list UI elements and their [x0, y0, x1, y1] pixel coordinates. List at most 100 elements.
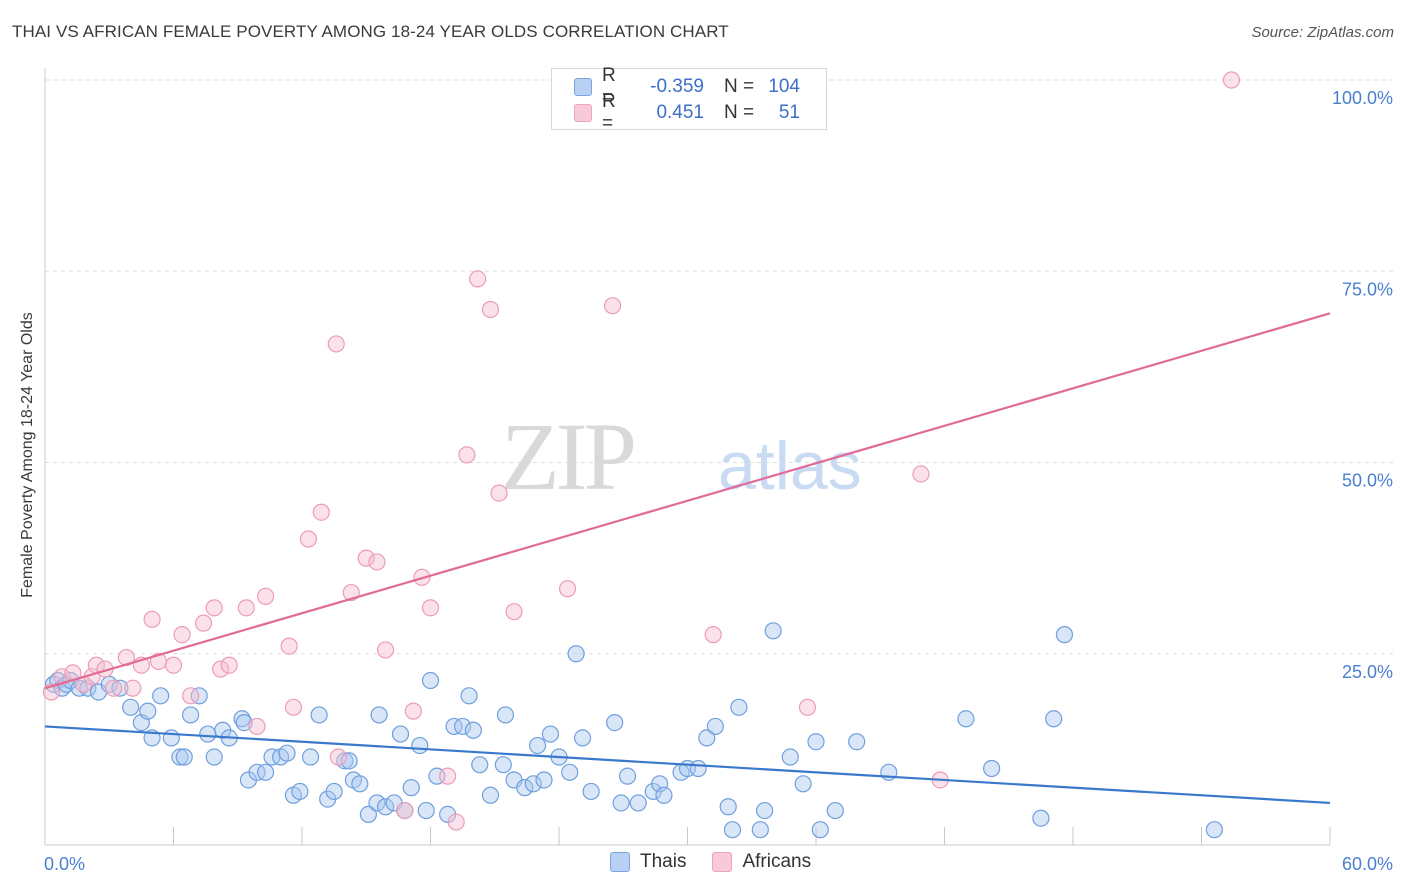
chart-title: THAI VS AFRICAN FEMALE POVERTY AMONG 18-… [12, 22, 729, 41]
thai-point [794, 775, 812, 793]
series-legend: Thais Africans [610, 851, 837, 873]
thai-trend-line [44, 725, 1331, 805]
african-point [481, 300, 500, 319]
watermark: ZIP atlas [501, 403, 862, 510]
african-point [458, 446, 476, 464]
african-point [53, 668, 71, 686]
thai-point [417, 801, 435, 820]
african-point [124, 679, 142, 697]
r-value: -0.359 [650, 76, 704, 97]
thais-swatch [574, 78, 592, 96]
african-point [329, 748, 348, 766]
n-value: 51 [778, 102, 800, 123]
gridlines [45, 79, 1395, 655]
thai-point [706, 717, 724, 736]
thais-legend-swatch [610, 852, 630, 872]
african-point [421, 599, 440, 617]
african-point [798, 698, 817, 716]
african-point [447, 813, 465, 831]
africans-legend-swatch [712, 852, 733, 872]
n-label: N = [724, 102, 755, 123]
r-value: 0.451 [656, 102, 704, 123]
n-value: 104 [768, 76, 800, 97]
african-point [404, 702, 422, 720]
thai-point [807, 733, 825, 751]
african-point [104, 679, 123, 697]
thai-point [764, 622, 782, 640]
thai-point [755, 801, 774, 820]
thai-point [751, 821, 769, 839]
thai-point [528, 736, 547, 755]
thai-point [1045, 710, 1063, 728]
thai-point [612, 794, 630, 812]
correlation-legend: R = -0.359 N = 104 R = 0.451 N = 51 [551, 65, 827, 134]
watermark-zip: ZIP [501, 403, 634, 510]
african-point [704, 626, 722, 644]
thai-point [698, 729, 716, 747]
thai-point [278, 744, 296, 762]
thai-point [171, 748, 189, 766]
african-trend-line [44, 312, 1331, 690]
african-point [376, 641, 395, 659]
african-point [603, 297, 622, 315]
thai-point [1055, 626, 1074, 644]
african-point [396, 801, 414, 820]
thai-point [524, 775, 542, 793]
thai-point [1205, 821, 1223, 839]
thai-point [291, 782, 309, 801]
thai-point [573, 729, 592, 747]
african-point [558, 580, 577, 598]
thai-point [629, 794, 647, 812]
axes [44, 68, 1331, 846]
thai-point [370, 706, 388, 724]
legend-item-thais: Thais [610, 851, 686, 873]
thai-point [723, 821, 742, 839]
thai-point [464, 721, 482, 739]
african-point [256, 587, 275, 605]
thai-point [421, 671, 440, 690]
y-tick-label: 50.0% [1342, 471, 1393, 491]
african-point [327, 335, 345, 353]
thai-point [494, 756, 512, 774]
watermark-atlas: atlas [718, 428, 862, 504]
african-point [220, 656, 238, 674]
thai-point [567, 645, 585, 663]
african-point [212, 660, 230, 678]
thai-point [781, 748, 799, 766]
thai-point [606, 713, 624, 732]
thai-point [811, 821, 829, 839]
thai-point [235, 713, 253, 732]
thai-point [256, 763, 275, 781]
thai-point [205, 748, 223, 766]
african-point [912, 465, 930, 483]
african-point [368, 553, 386, 571]
african-point [173, 626, 191, 644]
african-point [194, 614, 213, 632]
africans-swatch [574, 104, 592, 122]
africans-legend-label: Africans [742, 851, 812, 872]
thai-point [139, 702, 157, 720]
trend-lines [44, 312, 1331, 805]
thai-point [340, 752, 358, 770]
thai-point [983, 759, 1001, 778]
y-tick-label: 25.0% [1342, 662, 1393, 682]
african-point [205, 599, 223, 617]
african-point [490, 484, 508, 502]
thai-point [730, 698, 748, 716]
r-label: R = [602, 91, 616, 134]
thai-point [111, 679, 129, 697]
thais-legend-label: Thais [640, 851, 687, 872]
x-tick-label: 0.0% [44, 854, 85, 874]
thai-point [471, 756, 489, 774]
legend-row-thais: R = -0.359 N = 104 [574, 65, 800, 108]
thai-point [848, 733, 866, 751]
thai-point [618, 767, 637, 785]
thai-point [162, 729, 180, 747]
source-label: Source: ZipAtlas.com [1251, 24, 1394, 41]
african-point [469, 270, 487, 288]
thai-point [516, 779, 534, 797]
african-point [505, 603, 523, 621]
r-label: R = [602, 65, 616, 108]
thai-point [582, 782, 600, 801]
